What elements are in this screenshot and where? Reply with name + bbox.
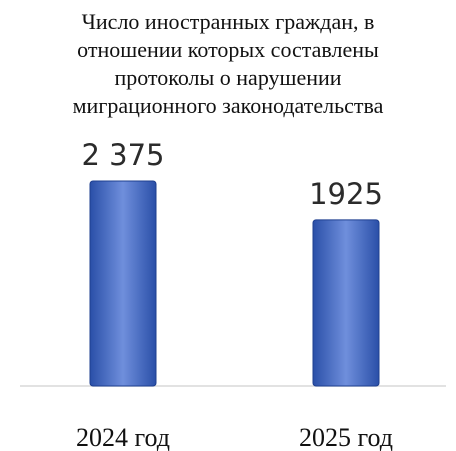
- x-tick-label-1: 2024 год: [76, 423, 170, 451]
- x-tick-label-2: 2025 год: [299, 423, 393, 451]
- data-label-2: 1925: [309, 177, 383, 211]
- chart-title-line-3: протоколы о нарушении: [114, 65, 342, 90]
- chart-title-line-2: отношении которых составлены: [77, 37, 379, 62]
- chart-title: Число иностранных граждан, в отношении к…: [28, 8, 428, 120]
- bar-1: [89, 180, 157, 387]
- chart-title-line-1: Число иностранных граждан, в: [81, 9, 375, 34]
- data-label-1: 2 375: [81, 138, 164, 172]
- bar-2: [312, 219, 380, 387]
- chart-title-line-4: миграционного законодательства: [72, 93, 384, 118]
